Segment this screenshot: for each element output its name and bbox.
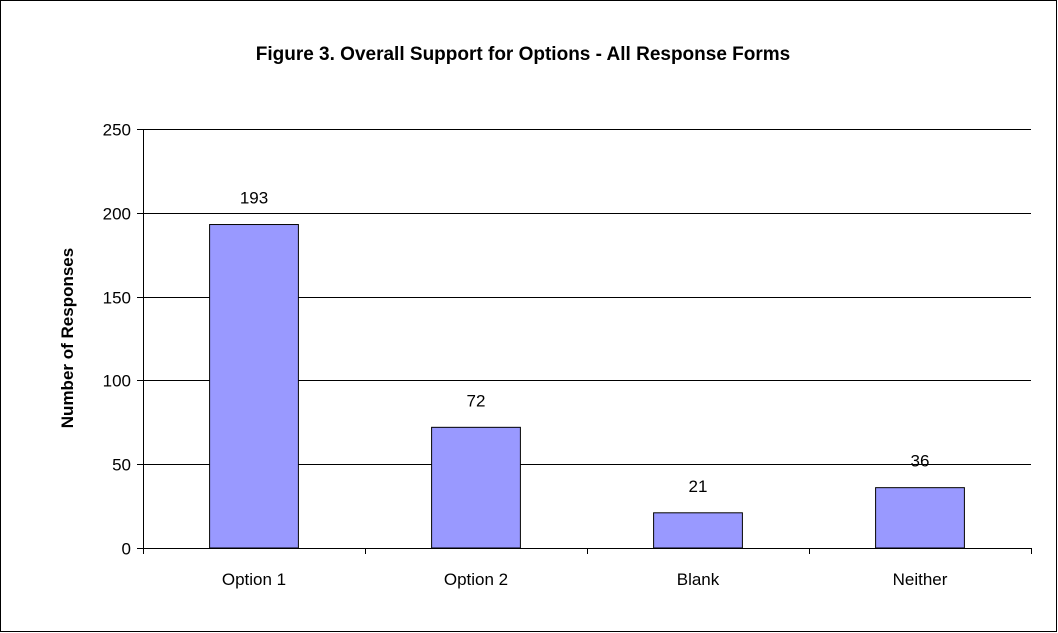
y-tick-label: 250 <box>103 121 131 140</box>
data-label: 193 <box>240 189 268 208</box>
x-tick-label: Option 1 <box>222 570 286 589</box>
bar-neither <box>875 487 965 549</box>
labels: 0 50 100 150 200 250 193 Option 1 72 Option 2 21 Bl… <box>103 121 948 590</box>
y-tick-label: 0 <box>122 540 131 559</box>
chart-title: Figure 3. Overall Support for Options - … <box>256 44 791 65</box>
data-label: 36 <box>911 452 930 471</box>
bars <box>209 224 965 549</box>
y-axis-label: Number of Responses <box>58 248 77 428</box>
x-tick-label: Neither <box>893 570 948 589</box>
bar-option-2 <box>431 426 521 549</box>
y-tick-label: 100 <box>103 372 131 391</box>
y-tick-label: 150 <box>103 289 131 308</box>
x-tick-label: Option 2 <box>444 570 508 589</box>
y-tick-label: 200 <box>103 205 131 224</box>
bar-option-1 <box>209 224 299 549</box>
bar-blank <box>653 512 743 549</box>
data-label: 21 <box>689 477 708 496</box>
y-tick-label: 50 <box>112 456 131 475</box>
axes <box>137 129 1032 554</box>
x-tick-label: Blank <box>677 570 720 589</box>
data-label: 72 <box>467 391 486 410</box>
